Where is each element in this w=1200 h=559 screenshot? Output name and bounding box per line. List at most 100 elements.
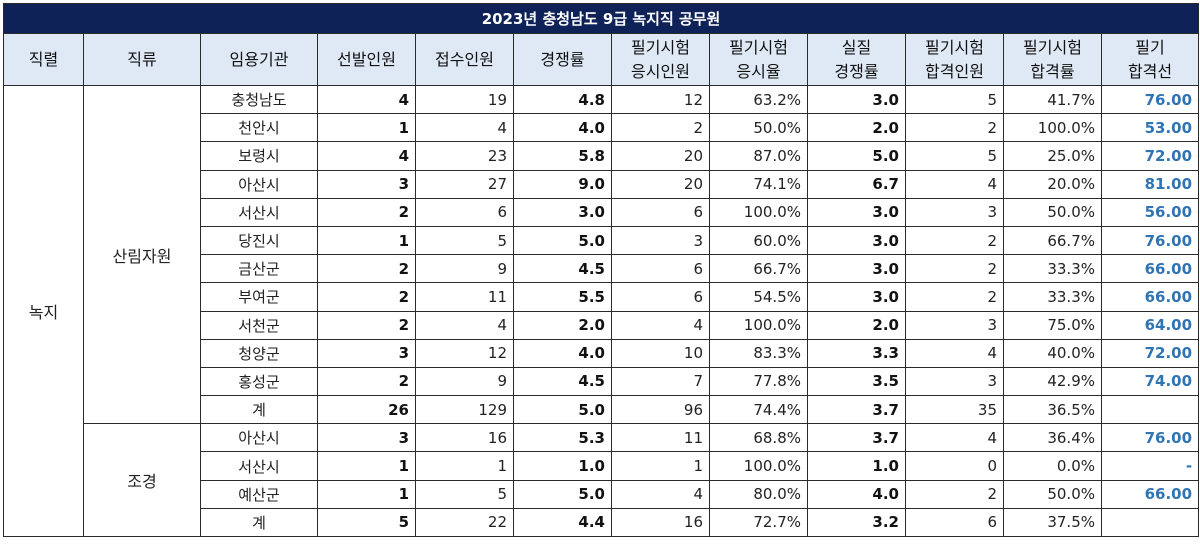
value-cell: 33.3% — [1003, 282, 1102, 312]
value-cell: 5 — [415, 479, 514, 509]
value-cell: 2 — [611, 113, 710, 143]
value-cell: 129 — [415, 395, 514, 425]
value-cell: 10 — [611, 338, 710, 368]
value-cell: 2.0 — [807, 310, 906, 340]
value-cell: 36.5% — [1003, 395, 1102, 425]
value-cell: 3 — [317, 423, 416, 453]
table-row: 계 5 22 4.4 16 72.7% 3.2 6 37.5% — [4, 507, 1200, 538]
value-cell: 4.5 — [513, 254, 612, 284]
value-cell: 20.0% — [1003, 169, 1102, 199]
value-cell: 4 — [317, 141, 416, 171]
value-cell: 1.0 — [513, 451, 612, 481]
value-cell: 5 — [415, 225, 514, 256]
value-cell: 3.0 — [807, 84, 906, 115]
value-cell: 6 — [611, 282, 710, 312]
recruitment-table: 2023년 충청남도 9급 녹지직 공무원 직렬 직류 임용기관 선발인원 접수인원 경쟁… — [2, 3, 1200, 538]
value-cell: 40.0% — [1003, 338, 1102, 368]
column-header: 선발인원 — [317, 33, 416, 86]
value-cell: 16 — [415, 423, 514, 453]
value-cell: 2 — [317, 366, 416, 397]
column-header-text: 합격선 — [1127, 61, 1173, 81]
value-cell: 41.7% — [1003, 84, 1102, 115]
agency-cell: 충청남도 — [200, 84, 318, 115]
table-row: 서천군 2 4 2.0 4 100.0% 2.0 3 75.0% 64.00 — [4, 310, 1200, 340]
table-row: 보령시 4 23 5.8 20 87.0% 5.0 5 25.0% 72.00 — [4, 141, 1200, 171]
value-cell: 4.4 — [513, 507, 612, 538]
table-title: 2023년 충청남도 9급 녹지직 공무원 — [2, 3, 1200, 34]
value-cell: 3 — [317, 169, 416, 199]
value-cell: 4 — [905, 423, 1004, 453]
category-cell: 조경 — [83, 423, 201, 537]
value-cell: 76.00 — [1100, 84, 1200, 115]
agency-cell: 아산시 — [200, 423, 318, 453]
agency-cell: 계 — [200, 395, 318, 425]
value-cell: 26 — [317, 395, 416, 425]
value-cell: 20 — [611, 169, 710, 199]
value-cell: 4.8 — [513, 84, 612, 115]
value-cell: 100.0% — [709, 451, 808, 481]
column-header-text: 임용기관 — [229, 49, 289, 69]
column-header-text: 응시인원 — [631, 61, 690, 81]
value-cell: 5.0 — [513, 479, 612, 509]
value-cell: 74.00 — [1100, 366, 1200, 397]
column-header: 직류 — [83, 33, 201, 86]
value-cell — [1100, 395, 1200, 425]
value-cell: 4.5 — [513, 366, 612, 397]
value-cell: 76.00 — [1100, 225, 1200, 256]
value-cell: 1 — [317, 479, 416, 509]
value-cell: 3.0 — [513, 197, 612, 227]
value-cell: 3.5 — [807, 366, 906, 397]
column-header: 필기시험 응시율 — [709, 33, 808, 86]
value-cell: 22 — [415, 507, 514, 538]
value-cell: 3.0 — [807, 197, 906, 227]
value-cell: 74.1% — [709, 169, 808, 199]
value-cell: 3 — [611, 225, 710, 256]
value-cell: 3 — [905, 310, 1004, 340]
value-cell: 20 — [611, 141, 710, 171]
value-cell: 4.0 — [807, 479, 906, 509]
value-cell: 0.0% — [1003, 451, 1102, 481]
value-cell: 35 — [905, 395, 1004, 425]
value-cell: 6 — [611, 197, 710, 227]
value-cell: 5 — [905, 84, 1004, 115]
value-cell: 33.3% — [1003, 254, 1102, 284]
agency-cell: 홍성군 — [200, 366, 318, 397]
column-header-text: 직렬 — [28, 49, 59, 69]
value-cell: 100.0% — [1003, 113, 1102, 143]
value-cell: 5.8 — [513, 141, 612, 171]
value-cell: 5 — [905, 141, 1004, 171]
value-cell: 2 — [905, 282, 1004, 312]
value-cell: 3.7 — [807, 395, 906, 425]
value-cell: 2 — [905, 479, 1004, 509]
value-cell: 4.0 — [513, 113, 612, 143]
agency-cell: 예산군 — [200, 479, 318, 509]
agency-cell: 아산시 — [200, 169, 318, 199]
column-header-text: 필기 — [1135, 37, 1165, 57]
column-header-text: 경쟁률 — [540, 49, 585, 69]
value-cell: 2 — [317, 254, 416, 284]
value-cell — [1100, 507, 1200, 538]
value-cell: 2.0 — [807, 113, 906, 143]
value-cell: 9 — [415, 366, 514, 397]
value-cell: 2 — [317, 310, 416, 340]
table-row: 당진시 1 5 5.0 3 60.0% 3.0 2 66.7% 76.00 — [4, 225, 1200, 256]
value-cell: 50.0% — [1003, 197, 1102, 227]
value-cell: 11 — [415, 282, 514, 312]
value-cell: 100.0% — [709, 197, 808, 227]
value-cell: 77.8% — [709, 366, 808, 397]
column-header-text: 접수인원 — [435, 49, 494, 69]
value-cell: 3.3 — [807, 338, 906, 368]
value-cell: 42.9% — [1003, 366, 1102, 397]
value-cell: 81.00 — [1100, 169, 1200, 199]
value-cell: 56.00 — [1100, 197, 1200, 227]
value-cell: 25.0% — [1003, 141, 1102, 171]
value-cell: 72.7% — [709, 507, 808, 538]
value-cell: 1 — [611, 451, 710, 481]
value-cell: 19 — [415, 84, 514, 115]
table-row: 부여군 2 11 5.5 6 54.5% 3.0 2 33.3% 66.00 — [4, 282, 1200, 312]
value-cell: 5.0 — [513, 395, 612, 425]
value-cell: 68.8% — [709, 423, 808, 453]
value-cell: 1 — [317, 113, 416, 143]
value-cell: 63.2% — [709, 84, 808, 115]
table-row: 청양군 3 12 4.0 10 83.3% 3.3 4 40.0% 72.00 — [4, 338, 1200, 368]
